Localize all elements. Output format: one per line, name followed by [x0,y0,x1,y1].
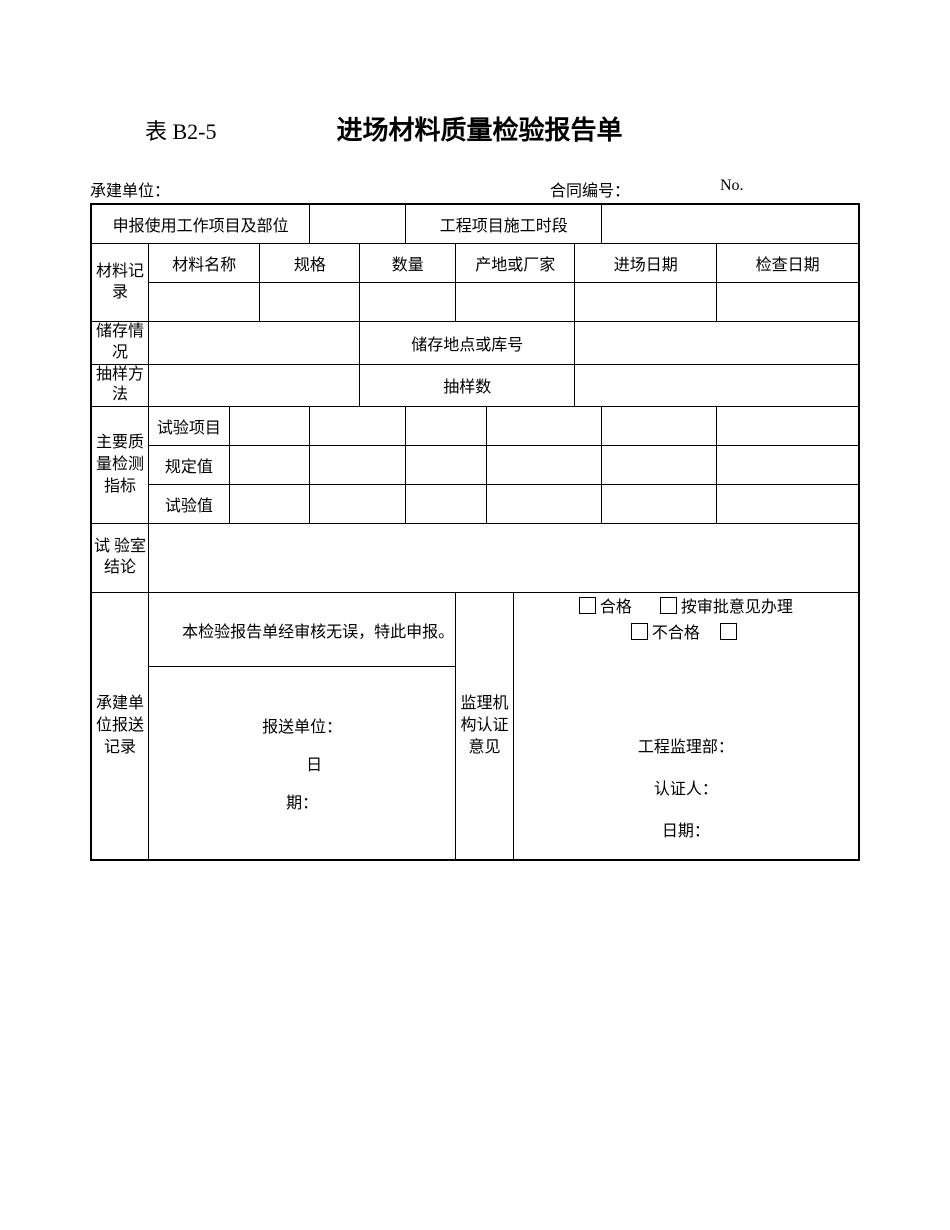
quality-test-6 [717,485,859,524]
supervision-date-label: 日期： [514,817,858,841]
quality-test-2 [310,485,406,524]
quality-spec-2 [310,446,406,485]
quality-item-4 [486,407,601,446]
col-spec: 规格 [260,244,360,283]
label-by-opinion: 按审批意见办理 [681,599,793,616]
quality-test-3 [406,485,487,524]
material-section-label: 材料记录 [91,244,149,322]
quality-test-1 [229,485,310,524]
lab-conclusion-val [149,524,859,593]
val-origin [456,283,575,322]
period-value [602,204,859,244]
quality-spec-1 [229,446,310,485]
checkbox-fail[interactable] [631,623,648,640]
quality-item-1 [229,407,310,446]
lab-section-label: 试 验室结论 [91,524,149,593]
quality-item-5 [602,407,717,446]
declare-value [310,204,406,244]
val-arrive-date [575,283,717,322]
val-material-name [149,283,260,322]
sampling-count-label: 抽样数 [360,364,575,407]
dispatch-unit-label: 报送单位： [149,713,455,737]
sampling-count-val [575,364,859,407]
contract-no-label: 合同编号： [550,177,720,201]
val-spec [260,283,360,322]
no-label: No. [720,177,860,201]
page-title: 进场材料质量检验报告单 [337,110,623,147]
inspection-form-table: 申报使用工作项目及部位 工程项目施工时段 材料记录 材料名称 规格 数量 产地或… [90,203,860,861]
storage-location-val [575,322,859,365]
quality-spec-3 [406,446,487,485]
supervision-section-label: 监理机构认证意见 [456,593,514,861]
storage-val1 [149,322,360,365]
storage-section-label: 储存情况 [91,322,149,365]
quality-item-2 [310,407,406,446]
col-material-name: 材料名称 [149,244,260,283]
period-label: 工程项目施工时段 [406,204,602,244]
val-check-date [717,283,859,322]
submit-date-1: 日 [149,751,455,775]
checkbox-extra[interactable] [720,623,737,640]
submit-declare-cell: 本检验报告单经审核无误，特此申报。 [149,593,456,667]
col-qty: 数量 [360,244,456,283]
submit-declare-text: 本检验报告单经审核无误，特此申报。 [149,618,455,642]
label-fail: 不合格 [652,625,700,642]
quality-spec-6 [717,446,859,485]
label-pass: 合格 [600,599,632,616]
supervision-dept-label: 工程监理部： [514,733,858,757]
quality-spec-5 [602,446,717,485]
quality-section-label: 主要质量检测指标 [91,407,149,524]
quality-row-testval: 试验值 [149,485,230,524]
submit-lower-cell: 报送单位： 日 期： [149,667,456,860]
quality-test-4 [486,485,601,524]
checkbox-by-opinion[interactable] [660,597,677,614]
declare-label: 申报使用工作项目及部位 [91,204,310,244]
quality-spec-4 [486,446,601,485]
quality-test-5 [602,485,717,524]
table-code: 表 B2-5 [145,114,217,146]
quality-item-6 [717,407,859,446]
sampling-method-val [149,364,360,407]
storage-location-label: 储存地点或库号 [360,322,575,365]
col-arrive-date: 进场日期 [575,244,717,283]
supervision-certifier-label: 认证人： [514,775,858,799]
col-origin: 产地或厂家 [456,244,575,283]
contractor-label: 承建单位： [90,177,550,201]
submit-section-label: 承建单位报送记录 [91,593,149,861]
meta-row: 承建单位： 合同编号： No. [90,177,860,201]
quality-item-3 [406,407,487,446]
quality-row-item: 试验项目 [149,407,230,446]
sampling-section-label: 抽样方法 [91,364,149,407]
submit-date-2: 期： [149,789,455,813]
checkbox-pass[interactable] [579,597,596,614]
supervision-opinion-cell: 合格 按审批意见办理 不合格 工程监理部： 认证人： 日期： [513,593,859,861]
col-check-date: 检查日期 [717,244,859,283]
quality-row-specval: 规定值 [149,446,230,485]
val-qty [360,283,456,322]
